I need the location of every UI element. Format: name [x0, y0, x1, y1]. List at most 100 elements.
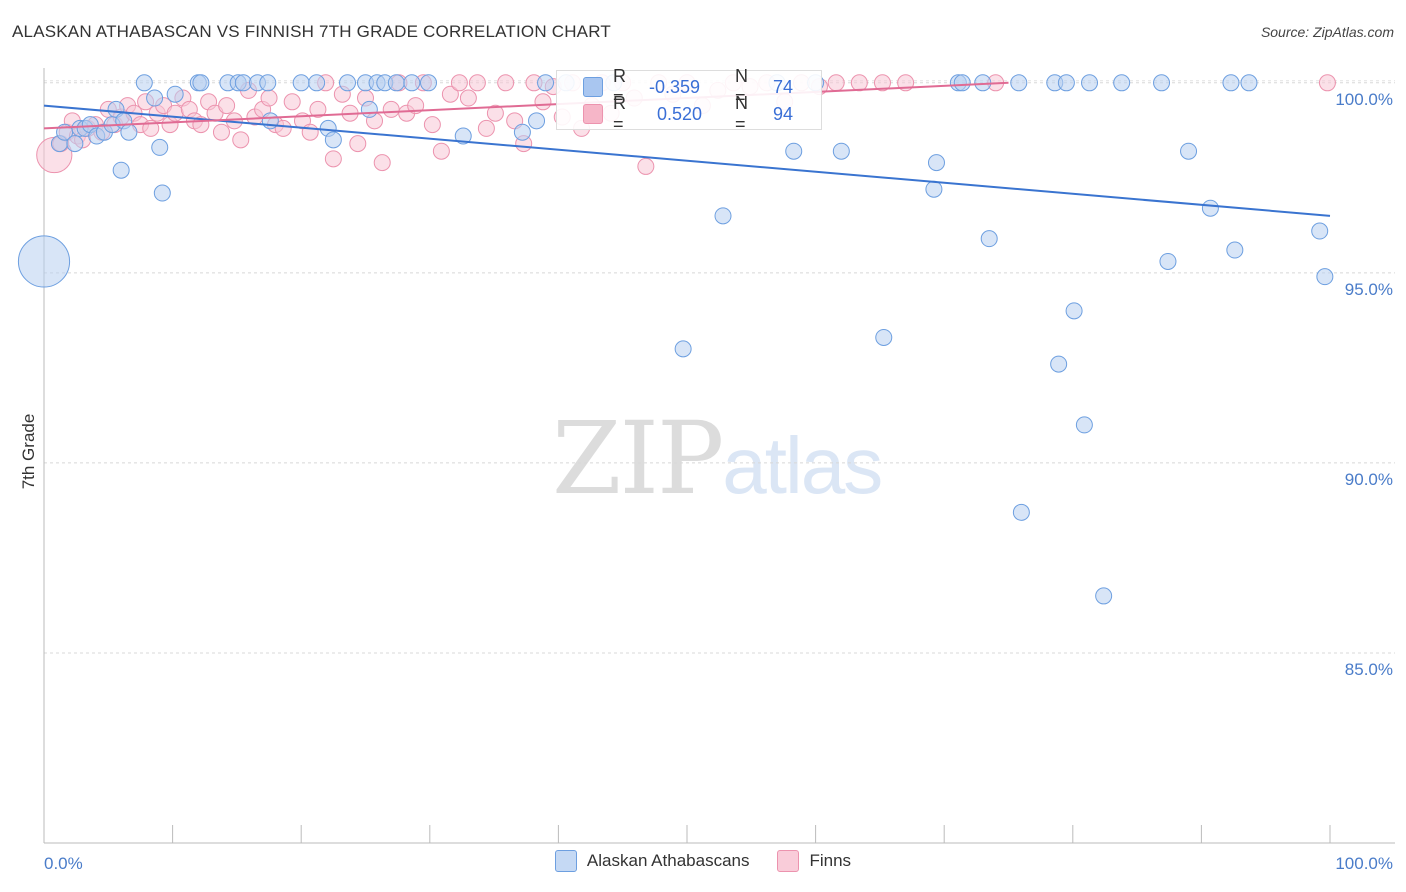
finns-point[interactable]	[477, 119, 495, 137]
athabascan-point[interactable]	[1050, 355, 1068, 373]
athabascan-point[interactable]	[454, 127, 472, 145]
stats-n-value: 94	[773, 103, 794, 124]
athabascan-point[interactable]	[387, 74, 405, 92]
athabascan-point[interactable]	[420, 74, 438, 92]
athabascan-point[interactable]	[151, 138, 169, 156]
athabascan-point[interactable]	[1095, 587, 1113, 605]
finns-point[interactable]	[166, 104, 184, 122]
finns-point[interactable]	[382, 100, 400, 118]
legend-item-athabascan[interactable]: Alaskan Athabascans	[554, 850, 749, 872]
finns-point[interactable]	[212, 123, 230, 141]
watermark-atlas: atlas	[722, 421, 883, 510]
athabascan-point[interactable]	[980, 230, 998, 248]
athabascan-point[interactable]	[927, 154, 945, 172]
athabascan-point[interactable]	[953, 74, 971, 92]
finns-point[interactable]	[827, 74, 845, 92]
finns-point[interactable]	[283, 93, 301, 111]
finns-point[interactable]	[1318, 74, 1336, 92]
athabascan-point[interactable]	[1311, 222, 1329, 240]
athabascan-point[interactable]	[166, 85, 184, 103]
athabascan-point[interactable]	[120, 123, 138, 141]
x-tick-label-max: 100.0%	[1335, 854, 1393, 873]
athabascan-point[interactable]	[1226, 241, 1244, 259]
athabascan-point[interactable]	[513, 123, 531, 141]
finns-point[interactable]	[301, 123, 319, 141]
y-tick-label: 85.0%	[1345, 660, 1393, 679]
athabascan-point[interactable]	[925, 180, 943, 198]
athabascan-point[interactable]	[1153, 74, 1171, 92]
athabascan-point[interactable]	[785, 142, 803, 160]
finns-point[interactable]	[441, 85, 459, 103]
finns-point[interactable]	[497, 74, 515, 92]
athabascan-point[interactable]	[324, 131, 342, 149]
finns-point[interactable]	[309, 100, 327, 118]
athabascan-point[interactable]	[1075, 416, 1093, 434]
athabascan-point[interactable]	[112, 161, 130, 179]
athabascan-point[interactable]	[234, 74, 252, 92]
athabascan-point[interactable]	[292, 74, 310, 92]
chart-title: ALASKAN ATHABASCAN VS FINNISH 7TH GRADE …	[12, 22, 611, 41]
athabascan-point[interactable]	[338, 74, 356, 92]
y-axis-label: 7th Grade	[19, 414, 38, 490]
finns-point[interactable]	[486, 104, 504, 122]
finns-point[interactable]	[850, 74, 868, 92]
athabascan-point[interactable]	[17, 235, 71, 288]
finns-point[interactable]	[373, 154, 391, 172]
finns-point[interactable]	[450, 74, 468, 92]
finns-point[interactable]	[218, 97, 236, 115]
athabascan-point[interactable]	[1057, 74, 1075, 92]
athabascan-point[interactable]	[875, 328, 893, 346]
stats-swatch-athabascan	[583, 77, 603, 97]
finns-point[interactable]	[432, 142, 450, 160]
watermark: ZIPatlas	[552, 400, 883, 517]
athabascan-point[interactable]	[832, 142, 850, 160]
legend-swatch-finns	[777, 850, 800, 872]
athabascan-point[interactable]	[1065, 302, 1083, 320]
athabascan-point[interactable]	[1010, 74, 1028, 92]
athabascan-point[interactable]	[66, 135, 84, 153]
finns-point[interactable]	[637, 157, 655, 175]
athabascan-point[interactable]	[1316, 268, 1334, 286]
finns-point[interactable]	[260, 89, 278, 107]
finns-point[interactable]	[468, 74, 486, 92]
finns-point[interactable]	[324, 150, 342, 168]
athabascan-point[interactable]	[259, 74, 277, 92]
finns-point[interactable]	[349, 135, 367, 153]
athabascan-point[interactable]	[528, 112, 546, 130]
finns-point[interactable]	[423, 116, 441, 134]
athabascan-point[interactable]	[135, 74, 153, 92]
finns-point[interactable]	[232, 131, 250, 149]
athabascan-point[interactable]	[1012, 503, 1030, 521]
athabascan-point[interactable]	[403, 74, 421, 92]
athabascan-point[interactable]	[1201, 199, 1219, 217]
athabascan-point[interactable]	[1180, 142, 1198, 160]
finns-point[interactable]	[873, 74, 891, 92]
athabascan-point[interactable]	[1222, 74, 1240, 92]
athabascan-point[interactable]	[360, 100, 378, 118]
stats-n-label: N =	[735, 66, 748, 107]
athabascan-point[interactable]	[146, 89, 164, 107]
athabascan-point[interactable]	[308, 74, 326, 92]
legend-item-finns[interactable]: Finns	[777, 850, 851, 872]
athabascan-point[interactable]	[714, 207, 732, 225]
stats-r-value: -0.359	[649, 76, 701, 97]
athabascan-point[interactable]	[1159, 252, 1177, 270]
athabascan-point[interactable]	[1081, 74, 1099, 92]
finns-point[interactable]	[407, 97, 425, 115]
watermark-zip: ZIP	[552, 400, 724, 517]
athabascan-point[interactable]	[1113, 74, 1131, 92]
athabascan-point[interactable]	[1240, 74, 1258, 92]
athabascan-point[interactable]	[537, 74, 555, 92]
legend: Alaskan Athabascans Finns	[0, 850, 1406, 872]
series-athabascan-points	[17, 74, 1334, 605]
athabascan-point[interactable]	[192, 74, 210, 92]
finns-point[interactable]	[274, 119, 292, 137]
stats-r-label: R =	[613, 66, 626, 107]
finns-point[interactable]	[534, 93, 552, 111]
athabascan-point[interactable]	[674, 340, 692, 358]
athabascan-point[interactable]	[153, 184, 171, 202]
y-tick-label: 95.0%	[1345, 280, 1393, 299]
trend-line-athabascan	[43, 104, 1331, 217]
finns-point[interactable]	[459, 89, 477, 107]
